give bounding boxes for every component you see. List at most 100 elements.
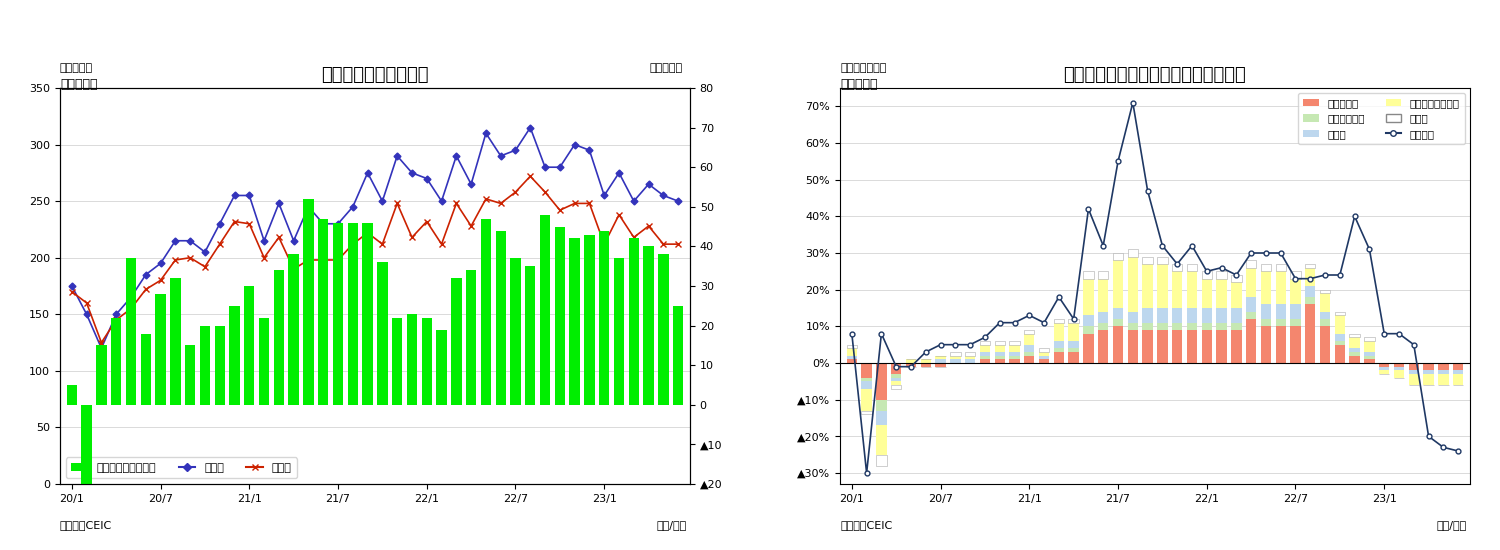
Bar [876,400,886,411]
Bar [1143,257,1154,264]
Bar [1216,271,1227,279]
Bar [1083,271,1094,279]
Bar [1290,271,1300,279]
Bar [1053,341,1064,348]
Bar [1424,374,1434,385]
Bar [980,356,990,359]
Bar [1320,326,1330,363]
Bar [614,258,624,405]
Bar [585,234,594,405]
Bar [230,306,240,405]
Text: （億ドル）: （億ドル） [60,63,93,74]
Bar [141,333,152,405]
Bar [994,356,1005,359]
Bar [1232,275,1242,282]
Bar [422,318,432,405]
Bar [861,381,871,389]
Bar [1365,337,1374,341]
Text: （資料）CEIC: （資料）CEIC [840,520,892,530]
Bar [1394,367,1404,370]
Bar [1143,308,1154,323]
Bar [1335,341,1346,345]
Bar [66,385,76,405]
Bar [1156,330,1167,363]
Bar [1350,334,1360,337]
Bar [406,314,417,405]
Bar [1275,271,1286,304]
Bar [891,381,902,385]
Bar [1260,326,1270,363]
Bar [333,223,344,405]
Bar [1010,359,1020,363]
Bar [96,345,106,405]
Bar [303,199,313,405]
Legend: 貿易収支（右目盛）, 輸出額, 輸入額: 貿易収支（右目盛）, 輸出額, 輸入額 [66,458,297,478]
Bar [1408,363,1419,370]
Bar [1143,264,1154,308]
Bar [1378,367,1389,370]
Bar [891,363,902,374]
Bar [1246,260,1257,268]
Bar [1172,271,1182,308]
Bar [936,356,945,359]
Bar [1156,257,1167,264]
Bar [1040,352,1050,356]
Bar [891,378,902,381]
Bar [348,223,358,405]
Bar [906,363,916,367]
Bar [1083,315,1094,326]
Bar [1024,330,1035,334]
Bar [1083,326,1094,334]
Bar [452,278,462,405]
Bar [891,385,902,389]
Bar [1408,374,1419,385]
Bar [1068,341,1078,348]
Bar [1172,264,1182,271]
Bar [921,363,932,367]
Bar [1350,348,1360,352]
Bar [1232,282,1242,308]
Bar [1128,249,1138,257]
Bar [1438,374,1449,385]
Legend: 鉱物性燃料, 動植物性油脂, 製造品, 機械・輸送用機器, その他, 輸出合計: 鉱物性燃料, 動植物性油脂, 製造品, 機械・輸送用機器, その他, 輸出合計 [1298,93,1466,144]
Bar [1260,319,1270,326]
Bar [1365,352,1374,356]
Bar [1290,304,1300,319]
Bar [1260,264,1270,271]
Bar [1320,319,1330,326]
Bar [1335,334,1346,341]
Bar [1172,330,1182,363]
Bar [936,363,945,367]
Bar [1350,352,1360,356]
Bar [1275,304,1286,319]
Text: （図表７）: （図表７） [60,78,98,91]
Bar [436,329,447,405]
Bar [980,352,990,356]
Bar [1350,356,1360,363]
Bar [1068,323,1078,341]
Bar [260,318,270,405]
Text: （年/月）: （年/月） [657,520,687,530]
Bar [1365,356,1374,359]
Bar [861,378,871,381]
Bar [1454,374,1464,385]
Bar [980,345,990,352]
Bar [1128,257,1138,312]
Text: （前年同月比）: （前年同月比） [840,63,886,74]
Bar [906,359,916,363]
Bar [1113,308,1124,319]
Bar [1305,286,1316,297]
Text: （図表８）: （図表８） [840,78,878,91]
Bar [598,230,609,405]
Bar [1098,312,1108,323]
Bar [1232,323,1242,330]
Bar [1202,271,1212,279]
Bar [628,239,639,405]
Bar [1320,290,1330,293]
Bar [1246,268,1257,297]
Bar [1305,297,1316,304]
Bar [1010,352,1020,356]
Bar [1275,319,1286,326]
Bar [964,356,975,359]
Bar [1010,356,1020,359]
